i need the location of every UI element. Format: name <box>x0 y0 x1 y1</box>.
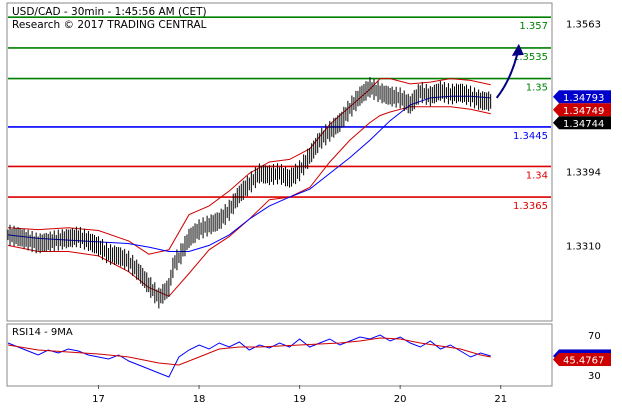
price-badge-1-pointer <box>553 103 559 117</box>
level-label-0: 1.357 <box>519 21 548 32</box>
ma-line <box>7 95 491 252</box>
level-label-2: 1.35 <box>526 83 548 94</box>
forecast-arrow <box>495 43 524 99</box>
level-label-3: 1.3445 <box>513 131 548 142</box>
forecast-arrow-head <box>511 43 524 56</box>
bb-lower-line <box>7 106 491 297</box>
price-y-tick-0: 1.3563 <box>566 19 601 30</box>
price-badge-1-label: 1.34749 <box>563 106 604 117</box>
price-panel-frame <box>6 2 553 322</box>
level-label-1: 1.3535 <box>513 52 548 63</box>
rsi-panel-frame <box>6 323 553 387</box>
price-badge-0 <box>559 90 611 104</box>
price-badge-2-label: 1.34744 <box>563 119 604 130</box>
rsi-line <box>7 334 491 378</box>
bb-upper-line <box>7 78 491 255</box>
price-badge-1 <box>559 103 611 117</box>
rsi-y-tick-1: 30 <box>588 371 601 382</box>
level-label-4: 1.34 <box>526 170 548 181</box>
rsi-ma-line <box>7 337 491 366</box>
x-tick-0: 17 <box>92 394 105 405</box>
price-badge-0-label: 1.34793 <box>563 93 604 104</box>
price-badge-0-pointer <box>553 90 559 104</box>
level-label-5: 1.3365 <box>513 201 548 212</box>
chart-title: USD/CAD - 30min - 1:45:56 AM (CET) <box>12 6 207 18</box>
indicator-lines <box>7 78 491 297</box>
axis-labels: 1.3563 1.3394 1.3310 70 30 17 18 19 20 21 <box>92 19 601 405</box>
level-lines: 1.357 1.3535 1.35 1.3445 1.34 1.3365 <box>8 16 551 212</box>
rsi-y-tick-0: 70 <box>588 331 601 342</box>
chart-research-credit: Research © 2017 TRADING CENTRAL <box>12 19 207 31</box>
x-tick-3: 20 <box>394 394 407 405</box>
price-series <box>7 77 492 309</box>
x-tick-1: 18 <box>193 394 206 405</box>
rsi-panel-title: RSI14 - 9MA <box>12 327 73 338</box>
rsi-badge-1-pointer <box>553 353 559 367</box>
price-badge-2-pointer <box>553 116 559 130</box>
price-y-tick-2: 1.3310 <box>566 241 601 252</box>
rsi-series <box>7 334 491 378</box>
rsi-badge-1 <box>559 353 611 367</box>
x-tick-2: 19 <box>293 394 306 405</box>
x-tick-4: 21 <box>494 394 507 405</box>
price-y-tick-1: 1.3394 <box>566 168 601 179</box>
price-badge-2 <box>559 116 611 130</box>
rsi-badge-1-label: 45.4767 <box>563 356 604 367</box>
